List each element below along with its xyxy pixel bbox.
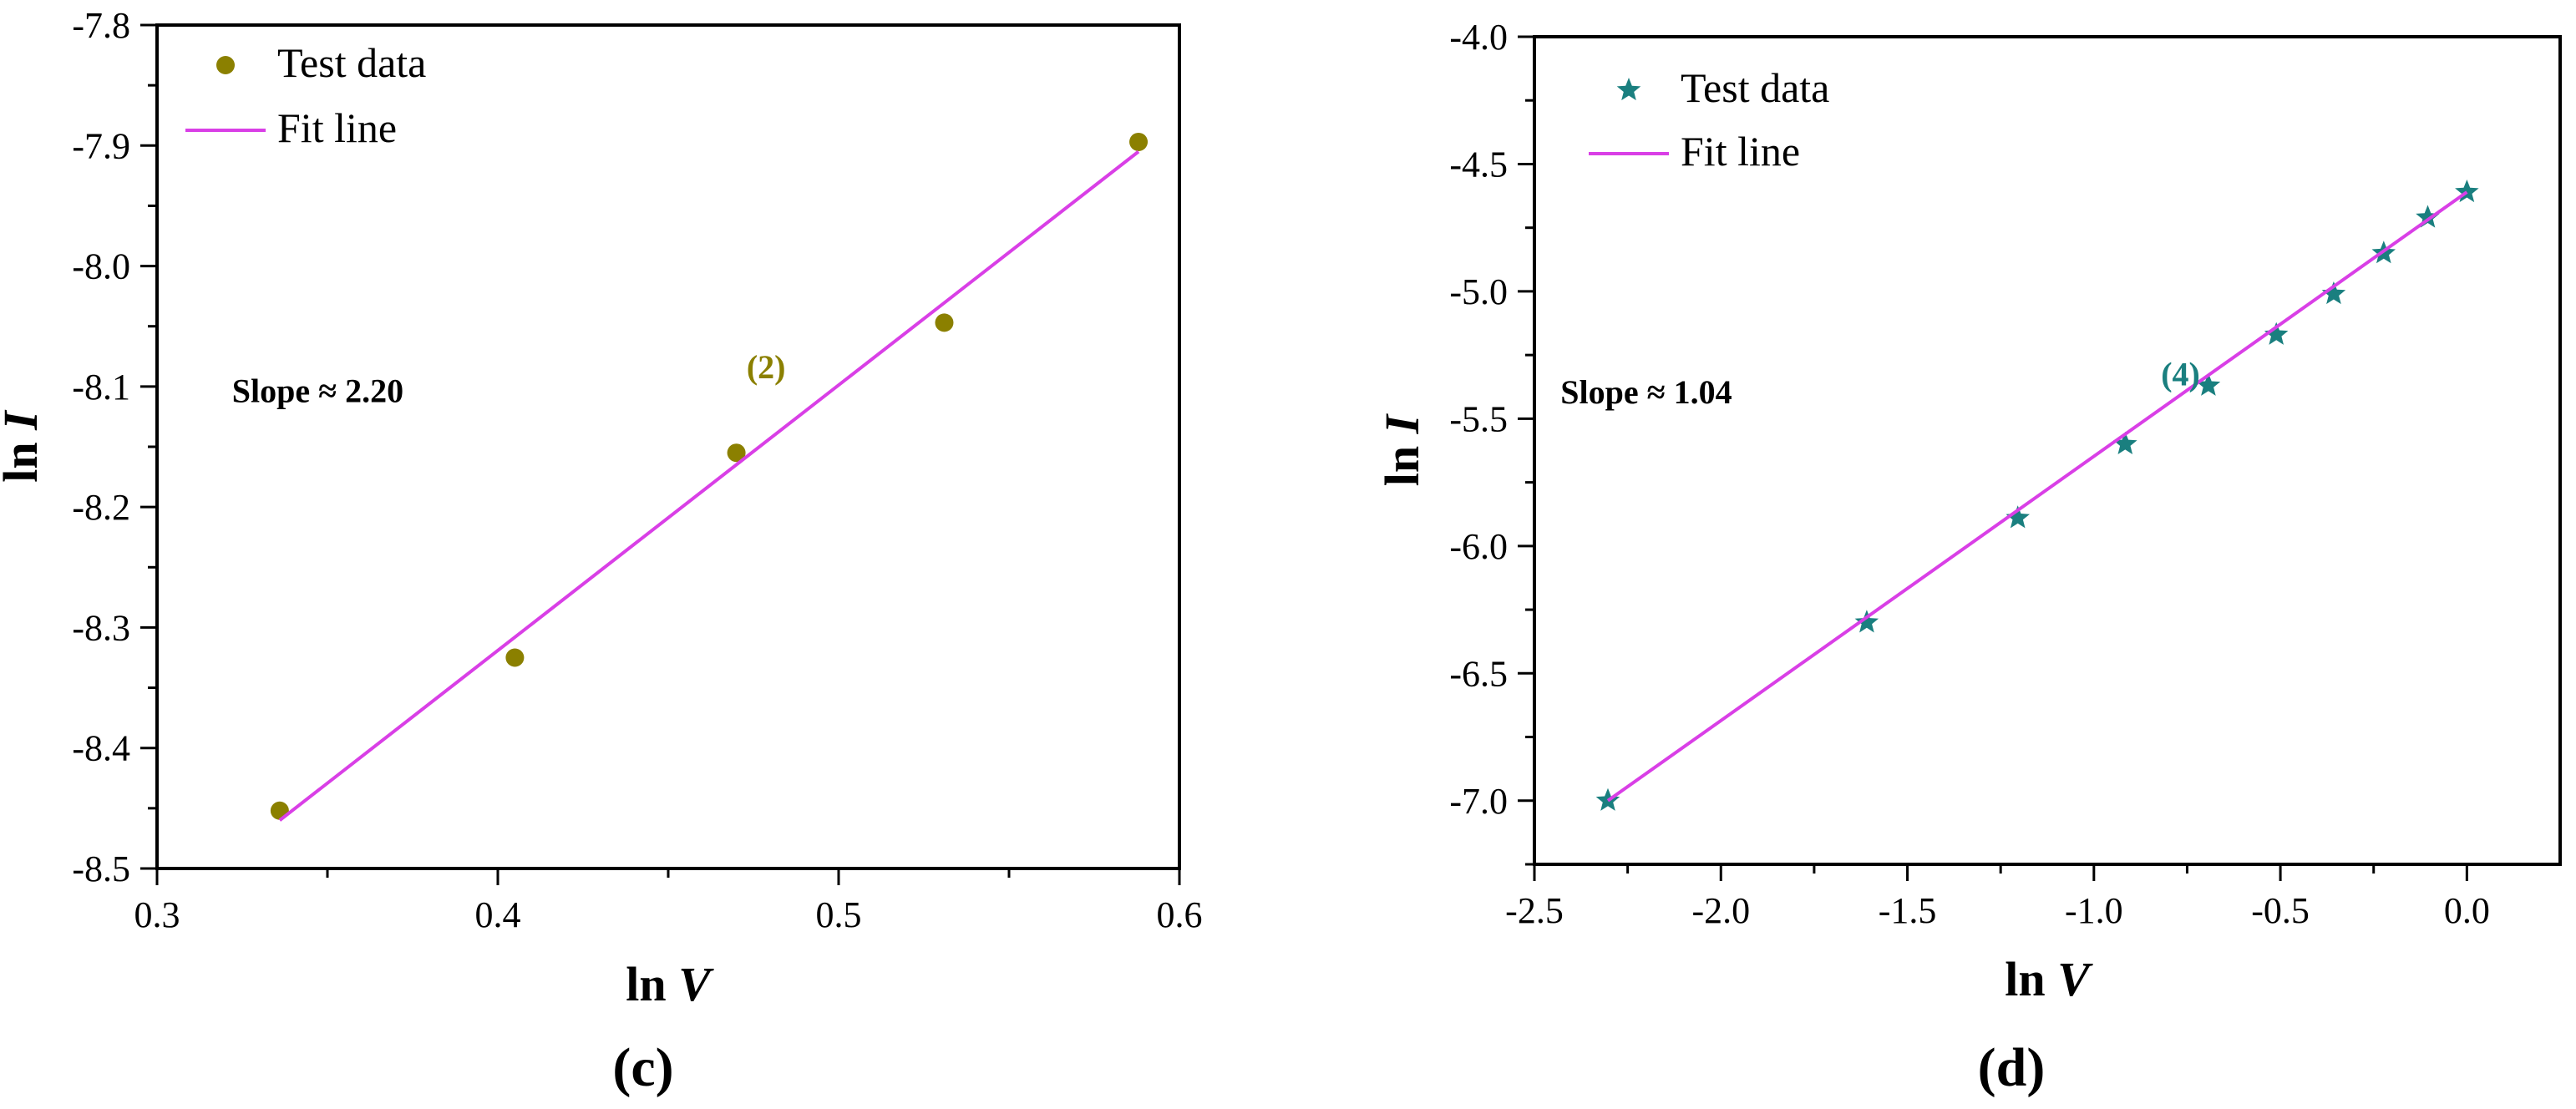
fit-line — [1606, 190, 2468, 803]
y-axis-title-prefix: ln — [0, 430, 48, 483]
x-tick-label: 0.3 — [134, 894, 180, 935]
legend-label: Test data — [1681, 64, 1829, 111]
data-point — [2196, 372, 2221, 396]
slope-annotation: Slope ≈ 2.20 — [232, 372, 403, 410]
chart-panel-c: 0.3 0.4 0.5 0.6 -8.5 -8.4 -8.3 -8.2 -8.1 -8.0 -7.9… — [0, 5, 1203, 1098]
data-point — [1129, 132, 1149, 151]
slope-annotation: Slope ≈ 1.04 — [1560, 373, 1732, 411]
panel-label: (d) — [1978, 1037, 2046, 1098]
chart-panel-d: -2.5 -2.0 -1.5 -1.0 -0.5 0.0 -7.0 -6.5 -6.0 -5.5 -… — [1375, 17, 2562, 1098]
legend-star-swatch — [1616, 78, 1641, 101]
x-tick-label: -2.5 — [1505, 890, 1564, 931]
data-point — [1854, 610, 1879, 633]
y-tick-label: -8.0 — [72, 246, 130, 287]
data-point — [2416, 205, 2440, 228]
y-tick-label: -8.3 — [72, 607, 130, 648]
data-point — [935, 313, 954, 332]
x-tick-label: 0.6 — [1157, 894, 1203, 935]
x-axis-title: ln V — [626, 957, 714, 1011]
plot-frame — [1533, 35, 2562, 866]
data-point — [727, 443, 746, 463]
y-axis-title-var: I — [0, 409, 48, 431]
equation-ref-annotation: (4) — [2161, 356, 2200, 393]
x-axis-title-var: V — [2057, 952, 2093, 1006]
legend-label: Test data — [277, 39, 426, 86]
equation-ref-annotation: (2) — [747, 348, 786, 386]
x-tick-label: -1.5 — [1879, 890, 1937, 931]
x-tick-label: 0.4 — [475, 894, 521, 935]
x-tick-label: 0.0 — [2444, 890, 2490, 931]
x-tick-label: -0.5 — [2251, 890, 2310, 931]
plot-frame — [155, 23, 1181, 870]
x-axis-title-prefix: ln — [2005, 952, 2057, 1006]
y-tick-label: -7.8 — [72, 5, 130, 46]
legend: Test data Fit line — [185, 39, 426, 151]
y-tick-label: -8.4 — [72, 728, 130, 769]
data-point — [2321, 281, 2346, 305]
y-tick-label: -6.0 — [1449, 526, 1508, 567]
y-axis-title: ln I — [0, 409, 48, 483]
y-tick-label: -8.5 — [72, 848, 130, 889]
legend: Test data Fit line — [1589, 64, 1829, 175]
y-axis-title-prefix: ln — [1375, 433, 1429, 486]
y-tick-label: -7.0 — [1449, 781, 1508, 822]
x-axis-title: ln V — [2005, 952, 2093, 1006]
data-point — [2113, 431, 2137, 454]
x-axis-title-prefix: ln — [626, 957, 678, 1011]
data-point — [2006, 505, 2030, 529]
y-axis-title-var: I — [1375, 413, 1429, 434]
data-point — [2264, 322, 2289, 345]
x-tick-label: 0.5 — [816, 894, 862, 935]
y-axis-title: ln I — [1375, 413, 1429, 486]
y-tick-label: -5.0 — [1449, 271, 1508, 312]
data-point — [2455, 180, 2479, 203]
y-tick-label: -6.5 — [1449, 653, 1508, 694]
x-tick-label: -1.0 — [2065, 890, 2123, 931]
x-tick-label: -2.0 — [1691, 890, 1750, 931]
y-tick-label: -5.5 — [1449, 398, 1508, 439]
legend-label: Fit line — [277, 104, 397, 151]
y-tick-label: -8.2 — [72, 487, 130, 528]
legend-label: Fit line — [1681, 128, 1800, 175]
y-tick-label: -4.5 — [1449, 144, 1508, 185]
y-tick-label: -8.1 — [72, 367, 130, 408]
fit-line — [278, 149, 1140, 822]
y-tick-label: -7.9 — [72, 125, 130, 166]
panel-label: (c) — [612, 1037, 673, 1098]
y-tick-label: -4.0 — [1449, 17, 1508, 58]
x-axis-title-var: V — [678, 957, 714, 1011]
legend-circle-swatch — [216, 56, 235, 74]
data-point — [505, 648, 525, 667]
